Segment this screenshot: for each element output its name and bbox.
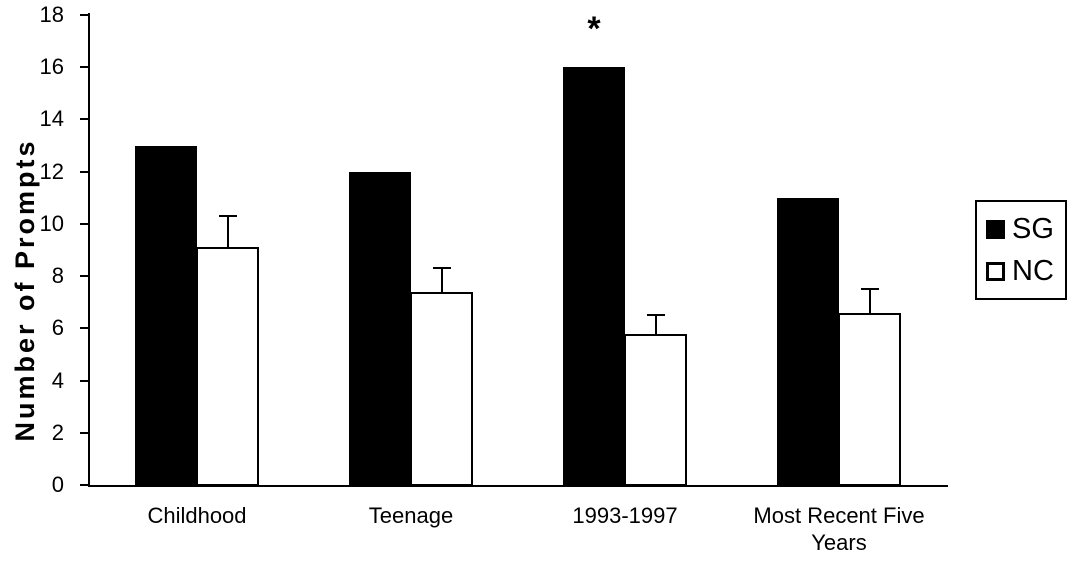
nc-swatch-icon: [986, 261, 1005, 281]
error-bar: [440, 268, 443, 292]
y-tick: [80, 170, 89, 173]
y-tick: [80, 484, 89, 486]
y-tick: [80, 275, 89, 278]
y-tick-label: 16: [39, 54, 64, 80]
x-axis: [88, 485, 948, 487]
sg-swatch-icon: [986, 219, 1005, 239]
y-tick: [80, 431, 89, 434]
bar-nc: [624, 333, 687, 486]
error-bar-cap: [646, 314, 665, 317]
y-tick: [80, 66, 89, 69]
significance-asterisk: *: [587, 10, 601, 48]
y-tick: [80, 327, 89, 330]
y-tick-label: 0: [51, 472, 64, 497]
y-tick-label: 8: [51, 263, 64, 289]
x-category-label: Childhood: [147, 503, 247, 528]
bar-sg: [777, 197, 839, 486]
error-bar: [654, 315, 657, 334]
error-bar-cap: [218, 215, 237, 218]
error-bar-cap: [860, 288, 879, 291]
bar-nc: [196, 247, 259, 486]
y-tick-label: 14: [39, 106, 64, 132]
y-tick-label: 2: [51, 419, 64, 445]
bar-sg: [135, 145, 197, 486]
error-bar: [226, 216, 229, 248]
bar-sg: [563, 67, 625, 486]
bar-nc: [838, 312, 901, 486]
x-category-label: Teenage: [368, 503, 454, 528]
error-bar: [868, 289, 871, 313]
y-axis: [88, 13, 90, 486]
legend-item-sg: SG: [986, 212, 1065, 245]
y-tick-label: 4: [51, 367, 64, 393]
y-tick: [80, 222, 89, 225]
legend-label-sg: SG: [1012, 212, 1054, 245]
bar-sg: [349, 171, 411, 486]
y-tick-label: 18: [39, 2, 64, 27]
y-tick-label: 10: [39, 210, 64, 236]
y-tick-label: 12: [39, 158, 64, 184]
y-tick: [80, 118, 89, 121]
error-bar-cap: [432, 267, 451, 270]
x-category-label: Most Recent Five Years: [753, 503, 925, 555]
legend-item-nc: NC: [986, 254, 1065, 287]
x-category-label: 1993-1997: [572, 503, 678, 528]
y-tick: [80, 379, 89, 382]
y-tick: [80, 14, 89, 16]
y-tick-label: 6: [51, 315, 64, 341]
legend: SG NC: [975, 200, 1067, 300]
bar-nc: [410, 291, 473, 486]
legend-label-nc: NC: [1012, 254, 1054, 287]
